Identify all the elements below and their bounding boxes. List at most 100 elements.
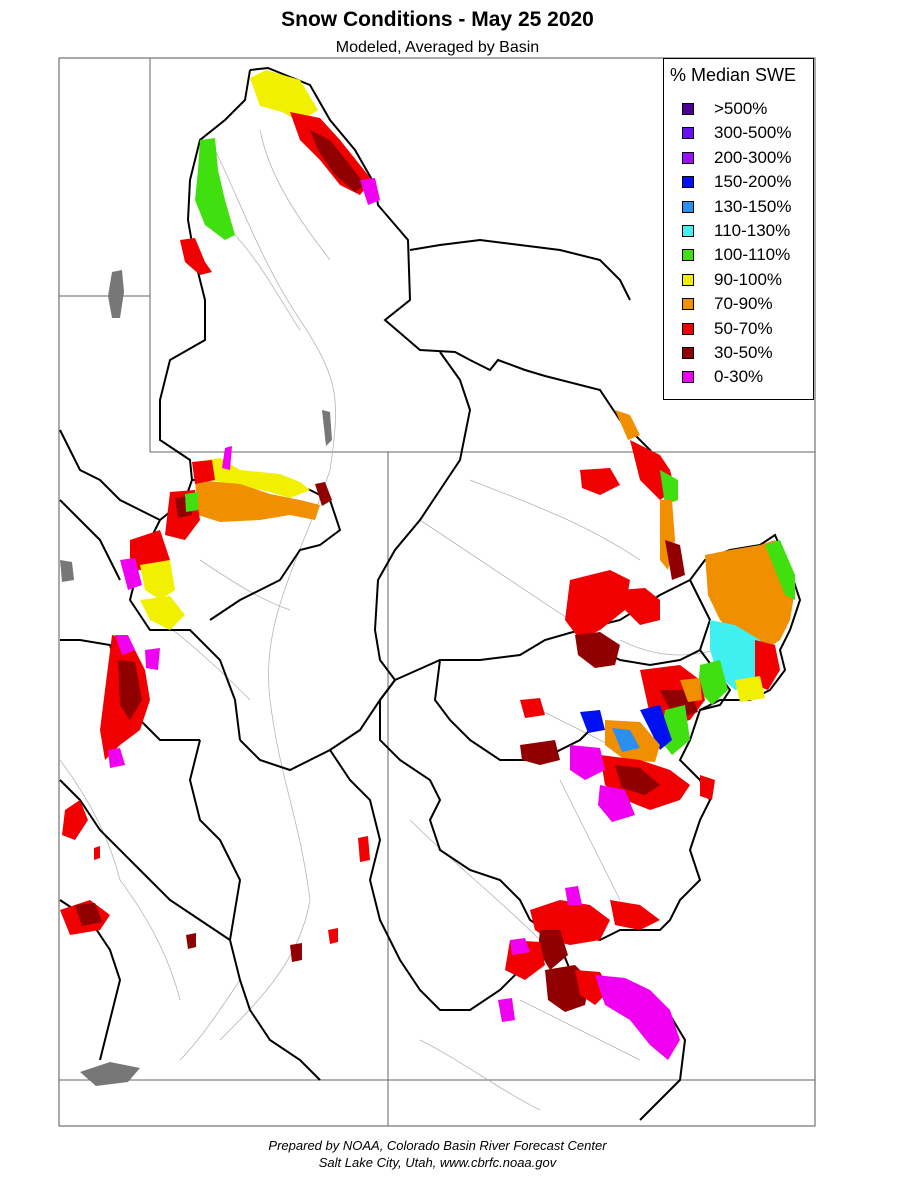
snow-patch-100-110 bbox=[185, 492, 198, 512]
legend-item: 90-100% bbox=[682, 270, 782, 290]
legend-item: 130-150% bbox=[682, 197, 792, 217]
footer-credit: Prepared by NOAA, Colorado Basin River F… bbox=[268, 1138, 607, 1153]
snow-patch-30-50 bbox=[75, 903, 102, 926]
snow-patch-90-100 bbox=[250, 70, 318, 122]
legend-item: 70-90% bbox=[682, 294, 773, 314]
snow-patch-150-200 bbox=[640, 705, 672, 750]
legend-item: 300-500% bbox=[682, 123, 792, 143]
snow-patch-0-30 bbox=[145, 648, 160, 670]
snow-patch-100-110 bbox=[698, 660, 728, 705]
legend-label: 200-300% bbox=[714, 147, 792, 167]
snow-patch-50-70 bbox=[520, 698, 545, 718]
legend-label: 0-30% bbox=[714, 367, 764, 387]
snow-patch-0-30 bbox=[115, 635, 135, 655]
legend-swatch bbox=[682, 103, 694, 115]
snow-patch-70-90 bbox=[615, 410, 640, 440]
legend-item: 0-30% bbox=[682, 367, 763, 387]
snow-patch-30-50 bbox=[538, 930, 568, 970]
legend-label: 30-50% bbox=[714, 343, 773, 362]
lake bbox=[80, 1062, 140, 1086]
snow-patch-30-50 bbox=[118, 660, 142, 720]
legend-label: >500% bbox=[714, 99, 768, 118]
snow-patch-50-70 bbox=[94, 846, 100, 860]
snow-patch-30-50 bbox=[520, 740, 560, 765]
legend-swatch bbox=[682, 151, 694, 164]
legend-item: >500% bbox=[682, 99, 767, 119]
legend-item: 200-300% bbox=[682, 148, 792, 168]
snow-patch-130-150 bbox=[612, 728, 640, 752]
snow-patch-50-70 bbox=[328, 928, 338, 944]
legend-item: 100-110% bbox=[682, 245, 790, 265]
snow-patch-70-90 bbox=[705, 540, 795, 650]
legend-swatch bbox=[682, 273, 694, 286]
snow-patch-50-70 bbox=[755, 640, 780, 690]
legend-item: 50-70% bbox=[682, 319, 773, 339]
snow-patch-0-30 bbox=[570, 745, 605, 780]
snow-patch-50-70 bbox=[62, 800, 88, 840]
snow-patch-50-70 bbox=[620, 588, 660, 625]
snow-patch-0-30 bbox=[598, 785, 635, 822]
snow-patch-0-30 bbox=[510, 938, 530, 955]
snow-patch-150-200 bbox=[580, 710, 605, 733]
legend-label: 50-70% bbox=[714, 318, 773, 338]
legend-swatch bbox=[682, 322, 694, 335]
legend-swatch bbox=[682, 127, 694, 140]
snow-patch-30-50 bbox=[315, 482, 332, 506]
snow-patch-0-30 bbox=[222, 446, 232, 470]
snow-patch-50-70 bbox=[565, 570, 630, 640]
snow-patch-0-30 bbox=[565, 886, 582, 905]
snow-patch-30-50 bbox=[575, 632, 620, 668]
lake bbox=[322, 410, 332, 446]
snow-patch-70-90 bbox=[195, 480, 320, 522]
snow-patch-100-110 bbox=[195, 138, 235, 240]
snow-patch-30-50 bbox=[186, 933, 196, 949]
legend-swatch bbox=[682, 347, 694, 359]
water-bodies bbox=[60, 270, 332, 1086]
legend-swatch bbox=[682, 298, 694, 311]
snow-patch-30-50 bbox=[310, 130, 365, 192]
legend-label: 90-100% bbox=[714, 269, 783, 289]
snow-patches bbox=[60, 70, 795, 1060]
snow-patch-50-70 bbox=[580, 468, 620, 495]
legend-item: 150-200% bbox=[682, 172, 792, 192]
map-legend: % Median SWE >500% 300-500% 200-300% 150-20… bbox=[663, 58, 814, 400]
legend-label: 110-130% bbox=[714, 221, 791, 240]
snow-patch-100-110 bbox=[765, 540, 795, 600]
snow-patch-50-70 bbox=[180, 238, 212, 275]
legend-item: 110-130% bbox=[682, 221, 790, 241]
legend-swatch bbox=[682, 200, 694, 213]
snow-patch-90-100 bbox=[735, 676, 765, 702]
snow-patch-70-90 bbox=[680, 678, 702, 702]
snow-patch-0-30 bbox=[360, 178, 380, 205]
legend-swatch bbox=[682, 249, 694, 262]
snow-patch-0-30 bbox=[120, 558, 142, 590]
legend-label: 130-150% bbox=[714, 196, 792, 216]
legend-label: 100-110% bbox=[714, 245, 791, 265]
legend-swatch bbox=[682, 176, 694, 189]
map-title: Snow Conditions - May 25 2020 bbox=[281, 8, 594, 31]
snow-patch-100-110 bbox=[660, 470, 678, 505]
legend-label: 70-90% bbox=[714, 294, 773, 314]
snow-patch-50-70 bbox=[192, 460, 215, 484]
snow-patch-90-100 bbox=[140, 560, 175, 600]
footer-location: Salt Lake City, Utah, www.cbrfc.noaa.gov bbox=[318, 1155, 557, 1170]
snow-patch-0-30 bbox=[108, 748, 125, 768]
snow-patch-30-50 bbox=[290, 943, 302, 962]
legend-title: % Median SWE bbox=[670, 65, 797, 85]
lake bbox=[108, 270, 124, 318]
snow-patch-50-70 bbox=[358, 836, 370, 862]
snow-patch-90-100 bbox=[140, 596, 185, 630]
legend-label: 150-200% bbox=[714, 172, 792, 192]
legend-swatch bbox=[682, 371, 694, 384]
legend-label: 300-500% bbox=[714, 123, 792, 143]
lake bbox=[60, 560, 74, 582]
snow-patch-0-30 bbox=[498, 998, 515, 1022]
snow-patch-30-50 bbox=[615, 765, 660, 795]
snow-patch-50-70 bbox=[700, 775, 715, 800]
map-subtitle: Modeled, Averaged by Basin bbox=[335, 39, 540, 56]
snow-patch-50-70 bbox=[610, 900, 660, 930]
legend-item: 30-50% bbox=[682, 343, 773, 363]
legend-swatch bbox=[682, 225, 694, 237]
snow-patch-0-30 bbox=[595, 975, 680, 1060]
snow-patch-30-50 bbox=[665, 540, 685, 580]
